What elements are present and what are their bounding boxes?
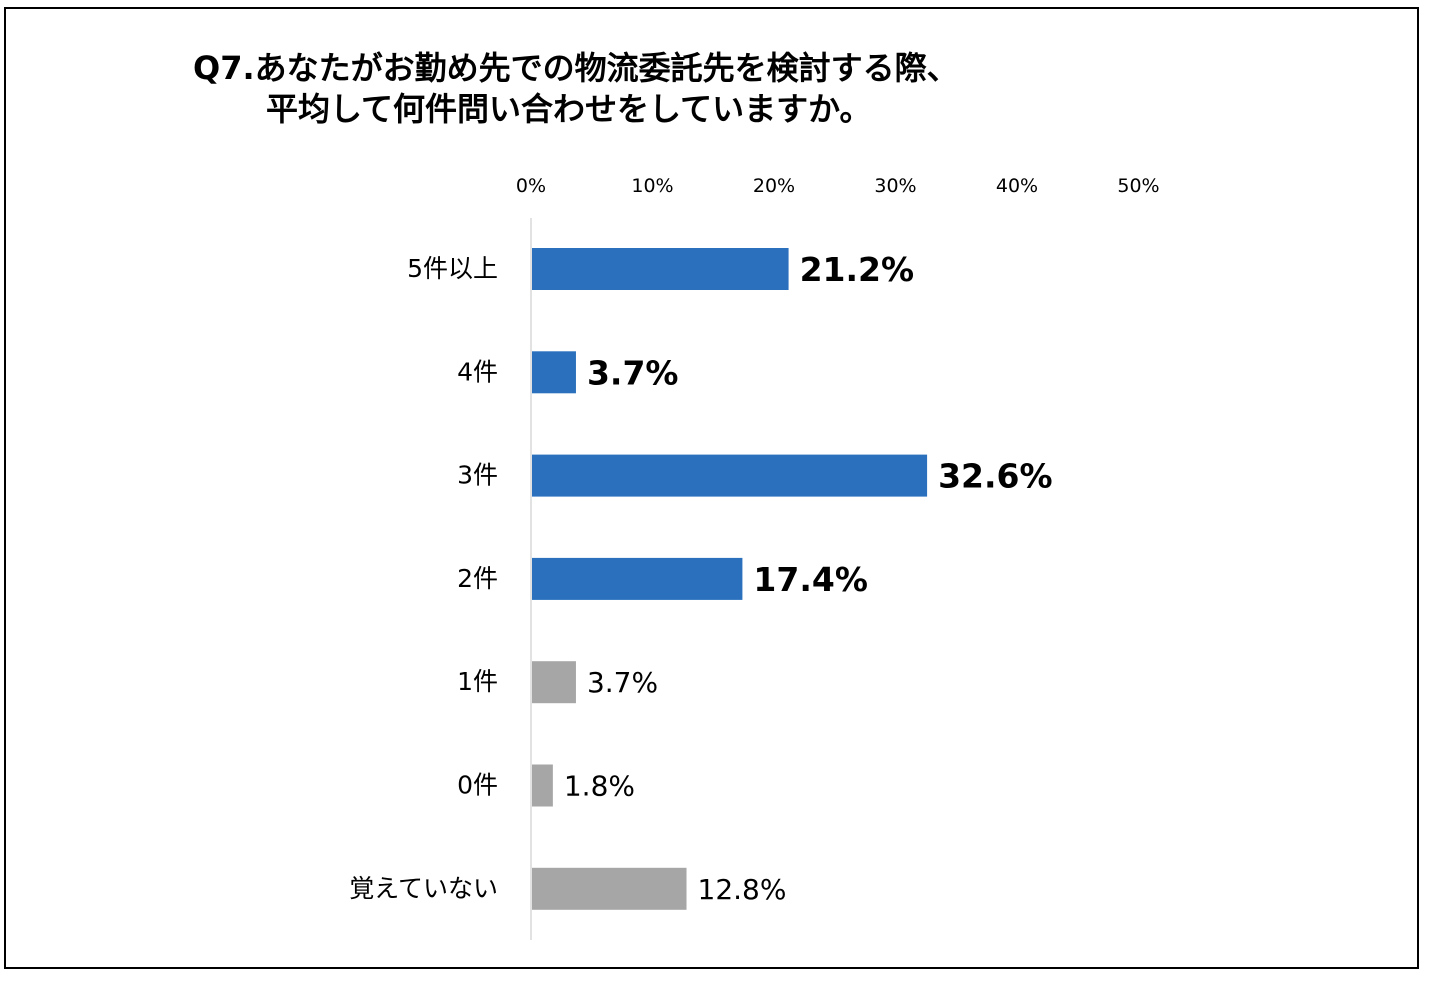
x-tick-label: 20% [753,175,795,197]
data-label: 3.7% [587,353,679,392]
bar [532,557,743,600]
category-label: 3件 [457,461,498,490]
bar [532,867,687,910]
category-label: 5件以上 [407,254,498,283]
bar [532,248,789,290]
data-label: 21.2% [800,250,915,289]
data-label: 17.4% [753,560,868,599]
category-label: 1件 [457,667,498,696]
category-label: 覚えていない [349,874,498,903]
bar [532,351,576,394]
title-line-2: 平均して何件問い合わせをしていますか。 [266,90,872,128]
data-labels: 21.2% 3.7% 32.6% 17.4% 3.7% 1.8% 12.8% [564,250,1053,906]
bar [532,454,928,497]
data-label: 3.7% [587,666,658,699]
category-label: 0件 [457,771,498,800]
x-axis-ticks: 0% 10% 20% 30% 40% 50% [516,175,1160,197]
data-label: 12.8% [698,873,787,906]
title-line-1: Q7.あなたがお勤め先での物流委託先を検討する際、 [193,49,959,87]
category-label: 2件 [457,564,498,593]
bars [532,248,928,910]
bar [532,661,576,704]
x-tick-label: 10% [631,175,673,197]
data-label: 32.6% [938,457,1053,496]
data-label: 1.8% [564,770,635,803]
x-tick-label: 50% [1117,175,1159,197]
x-tick-label: 0% [516,175,546,197]
x-tick-label: 40% [996,175,1038,197]
x-tick-label: 30% [874,175,916,197]
category-label: 4件 [457,357,498,386]
bar [532,764,553,807]
